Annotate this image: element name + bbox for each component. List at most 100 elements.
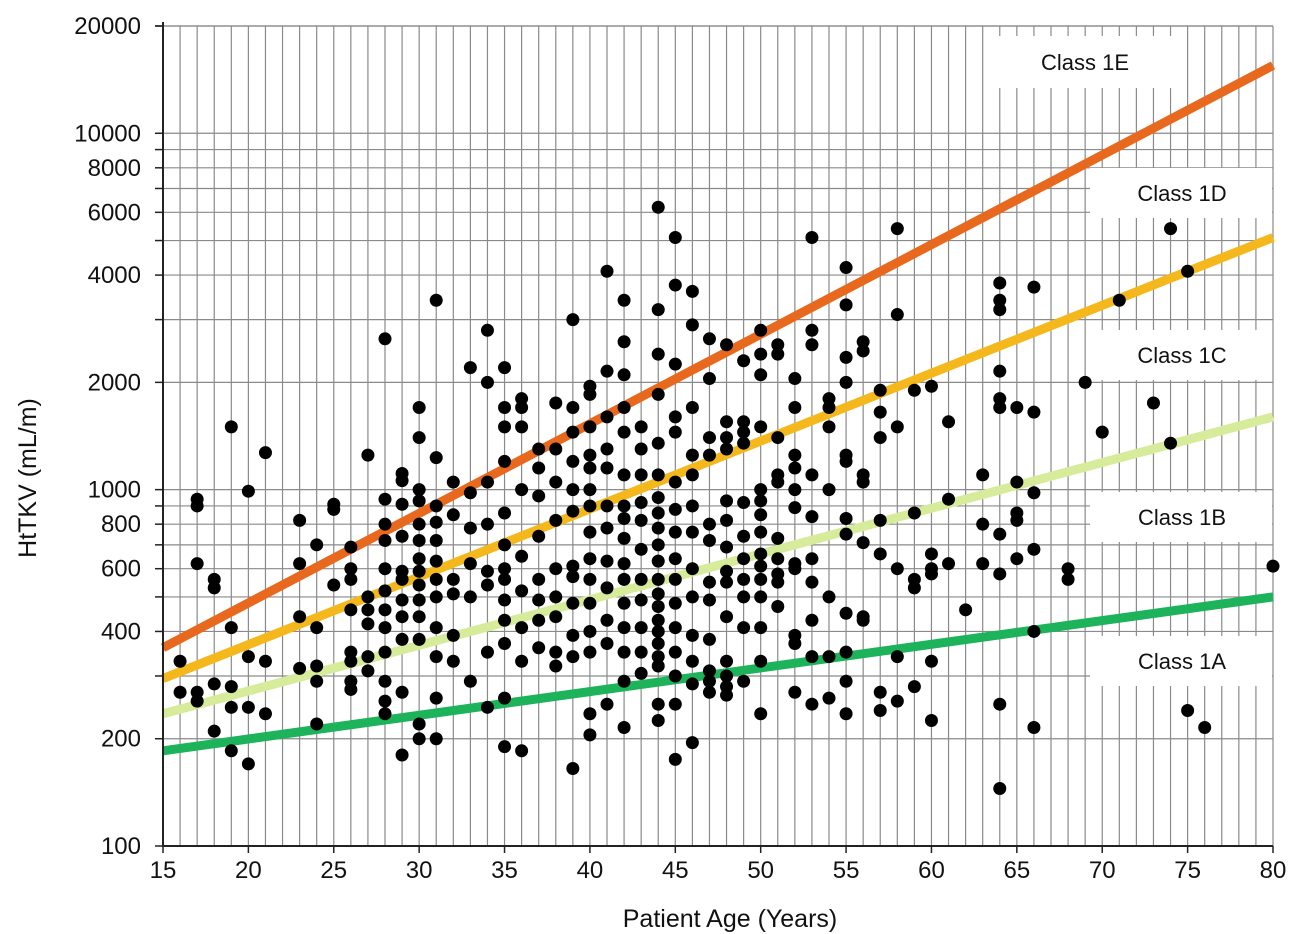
class-label-boxes xyxy=(995,36,1272,686)
data-point xyxy=(737,590,751,604)
data-point xyxy=(480,375,494,389)
data-point xyxy=(1027,624,1041,638)
data-point xyxy=(532,593,546,607)
data-point xyxy=(720,415,734,429)
data-point xyxy=(839,511,853,525)
data-point xyxy=(566,401,580,415)
data-point xyxy=(651,387,665,401)
data-point xyxy=(651,613,665,627)
x-tick-label: 45 xyxy=(662,857,689,884)
data-point xyxy=(480,323,494,337)
data-point xyxy=(617,721,631,735)
data-point xyxy=(702,448,716,462)
data-point xyxy=(1146,396,1160,410)
data-point xyxy=(976,557,990,571)
scatter-points xyxy=(173,200,1280,795)
data-point xyxy=(754,547,768,561)
axes xyxy=(155,22,1274,853)
data-point xyxy=(378,533,392,547)
x-axis-title: Patient Age (Years) xyxy=(623,905,838,933)
data-point xyxy=(754,323,768,337)
data-point xyxy=(446,628,460,642)
data-point xyxy=(685,628,699,642)
data-point xyxy=(617,645,631,659)
data-point xyxy=(293,610,307,624)
data-point xyxy=(737,425,751,439)
data-point xyxy=(651,650,665,664)
data-point xyxy=(668,410,682,424)
data-point xyxy=(668,475,682,489)
data-point xyxy=(685,736,699,750)
data-point xyxy=(583,552,597,566)
data-point xyxy=(532,529,546,543)
data-point xyxy=(617,335,631,349)
data-point xyxy=(771,475,785,489)
data-point xyxy=(634,442,648,456)
data-point xyxy=(839,375,853,389)
x-tick-label: 25 xyxy=(320,857,347,884)
data-point xyxy=(1027,405,1041,419)
data-point xyxy=(344,654,358,668)
data-point xyxy=(480,700,494,714)
data-point xyxy=(822,590,836,604)
data-point xyxy=(344,682,358,696)
data-point xyxy=(805,230,819,244)
data-point xyxy=(754,621,768,635)
data-point xyxy=(805,323,819,337)
data-point xyxy=(754,654,768,668)
data-point xyxy=(651,347,665,361)
data-point xyxy=(190,694,204,708)
data-point xyxy=(498,691,512,705)
data-point xyxy=(1010,401,1024,415)
data-point xyxy=(634,645,648,659)
y-tick-label: 10000 xyxy=(74,120,141,147)
data-point xyxy=(720,610,734,624)
data-point xyxy=(378,694,392,708)
data-point xyxy=(634,593,648,607)
data-point xyxy=(583,448,597,462)
data-point xyxy=(617,368,631,382)
data-point xyxy=(412,552,426,566)
data-point xyxy=(378,603,392,617)
data-point xyxy=(685,448,699,462)
data-point xyxy=(600,697,614,711)
data-point xyxy=(839,261,853,275)
data-point xyxy=(668,752,682,766)
data-point xyxy=(702,685,716,699)
data-point xyxy=(805,697,819,711)
data-point xyxy=(754,707,768,721)
data-point xyxy=(737,552,751,566)
data-point xyxy=(600,364,614,378)
data-point xyxy=(498,420,512,434)
data-point xyxy=(839,527,853,541)
data-point xyxy=(651,572,665,586)
data-point xyxy=(327,578,341,592)
data-point xyxy=(566,425,580,439)
data-point xyxy=(446,475,460,489)
data-point xyxy=(737,674,751,688)
data-point xyxy=(737,621,751,635)
class-labels: Class 1E Class 1D Class 1C Class 1B Class 1A xyxy=(1041,50,1227,674)
data-point xyxy=(395,748,409,762)
data-point xyxy=(549,645,563,659)
data-point xyxy=(805,613,819,627)
data-point xyxy=(173,654,187,668)
data-point xyxy=(771,599,785,613)
data-point xyxy=(754,368,768,382)
data-point xyxy=(190,557,204,571)
data-point xyxy=(549,442,563,456)
data-point xyxy=(412,717,426,731)
data-point xyxy=(685,401,699,415)
data-point xyxy=(873,383,887,397)
x-tick-label: 40 xyxy=(577,857,604,884)
data-point xyxy=(771,338,785,352)
data-point xyxy=(498,506,512,520)
x-tick-label: 60 xyxy=(918,857,945,884)
y-tick-label: 800 xyxy=(101,511,141,538)
data-point xyxy=(737,572,751,586)
data-point xyxy=(395,572,409,586)
data-point xyxy=(822,420,836,434)
data-point xyxy=(702,332,716,346)
data-point xyxy=(361,448,375,462)
